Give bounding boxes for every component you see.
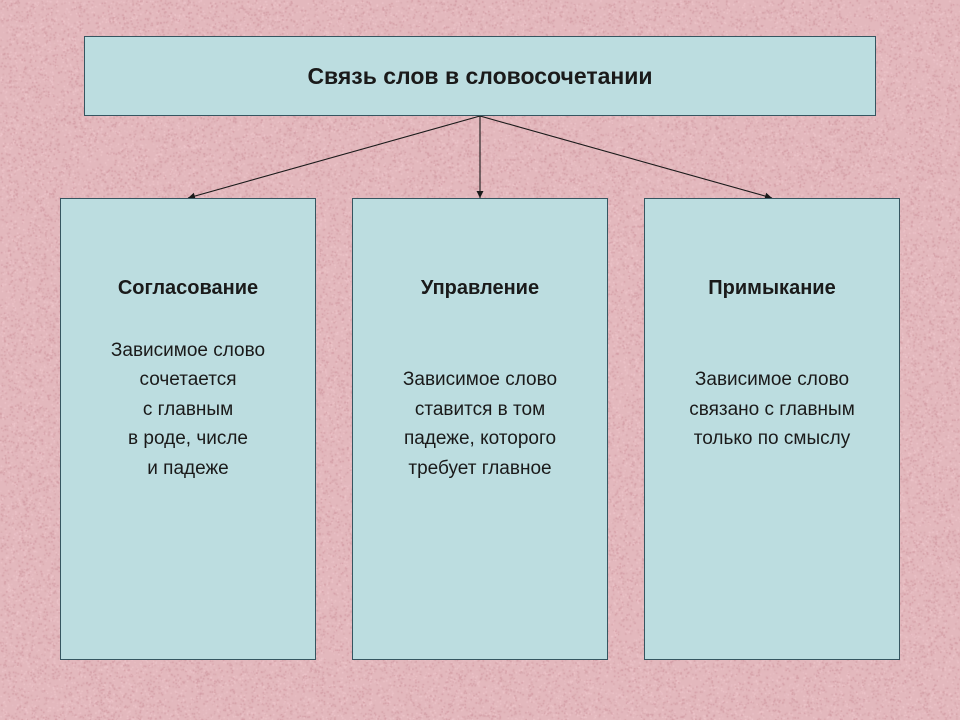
column-heading: Управление <box>421 277 539 300</box>
column-heading: Примыкание <box>708 277 835 300</box>
column-heading: Согласование <box>118 277 258 300</box>
column-upravlenie: Управление Зависимое словоставится в том… <box>352 198 608 660</box>
column-primykanie: Примыкание Зависимое словосвязано с глав… <box>644 198 900 660</box>
title-text: Связь слов в словосочетании <box>307 63 652 90</box>
title-box: Связь слов в словосочетании <box>84 36 876 116</box>
column-desc: Зависимое словосвязано с главнымтолько п… <box>689 336 855 454</box>
column-desc: Зависимое словоставится в томпадеже, кот… <box>403 336 557 483</box>
diagram-content: Связь слов в словосочетании Согласование… <box>0 0 960 720</box>
column-soglasovanie: Согласование Зависимое словосочетаетсяс … <box>60 198 316 660</box>
column-desc: Зависимое словосочетаетсяс главнымв роде… <box>111 336 265 483</box>
